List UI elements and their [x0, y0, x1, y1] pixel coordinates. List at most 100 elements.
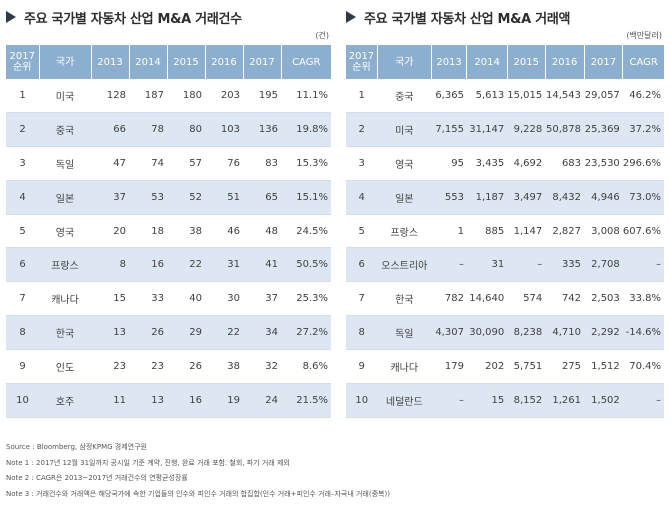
value-cell: 1,147	[507, 214, 546, 249]
header-row: 2017 순위 국가 2013 2014 2015 2016 2017 CAGR	[6, 45, 331, 79]
value-cell: 4,710	[545, 315, 585, 351]
value-cell: 20	[91, 214, 129, 249]
value-cell: 22	[205, 315, 243, 351]
table-row: 3 영국 95 3,435 4,692 683 23,530 296.6%	[346, 146, 664, 181]
value-cell: 38	[167, 214, 205, 249]
deal-count-table: 2017 순위 국가 2013 2014 2015 2016 2017 CAGR 1 미국 128 1…	[6, 45, 331, 418]
rank-cell: 5	[6, 214, 39, 249]
column-header: 2017 순위	[6, 45, 39, 79]
table-title: 주요 국가별 자동차 산업 M&A 거래건수	[24, 11, 242, 27]
value-cell: 48	[243, 214, 281, 249]
value-cell: 73.0%	[622, 180, 664, 215]
value-cell: 7,155	[431, 112, 467, 147]
rank-cell: 9	[346, 349, 378, 385]
value-cell: 1	[431, 214, 467, 249]
table-row: 9 캐나다 179 202 5,751 275 1,512 70.4%	[346, 349, 664, 385]
value-cell: –	[507, 247, 546, 283]
value-cell: 4,946	[584, 180, 623, 215]
country-cell: 한국	[377, 281, 432, 317]
country-cell: 호주	[39, 383, 91, 418]
value-cell: 21.5%	[281, 383, 331, 418]
rank-cell: 10	[346, 383, 378, 418]
value-cell: 136	[243, 112, 281, 147]
value-cell: 103	[205, 112, 243, 147]
value-cell: 11.1%	[281, 79, 331, 113]
value-cell: 5,751	[507, 349, 546, 385]
value-cell: 40	[167, 281, 205, 317]
value-cell: 19.8%	[281, 112, 331, 147]
country-cell: 프랑스	[39, 247, 91, 283]
column-header: CAGR	[280, 45, 331, 79]
country-cell: 일본	[39, 180, 91, 215]
value-cell: 46.2%	[622, 79, 664, 113]
note-2: Note 2 : CAGR은 2013~2017년 거래건수의 연평균성장률	[6, 474, 188, 482]
value-cell: 25,369	[584, 112, 623, 147]
rank-cell: 8	[6, 315, 39, 351]
column-header: 2017 순위	[346, 45, 378, 79]
column-header: 2017	[583, 45, 623, 79]
table-row: 4 일본 37 53 52 51 65 15.1%	[6, 180, 331, 215]
value-cell: 37.2%	[622, 112, 664, 147]
rank-cell: 2	[6, 112, 39, 147]
value-cell: 1,187	[466, 180, 508, 215]
note-3: Note 3 : 거래건수와 거래액은 해당국가에 속한 기업들의 인수와 피인…	[6, 489, 390, 498]
country-cell: 독일	[39, 146, 91, 181]
table-row: 7 한국 782 14,640 574 742 2,503 33.8%	[346, 281, 664, 317]
value-cell: –	[622, 247, 664, 283]
table-row: 9 인도 23 23 26 38 32 8.6%	[6, 349, 331, 385]
value-cell: 51	[205, 180, 243, 215]
value-cell: 38	[205, 349, 243, 385]
value-cell: 296.6%	[622, 146, 664, 181]
value-cell: 742	[545, 281, 585, 317]
column-header: 2014	[466, 45, 508, 79]
table-row: 1 중국 6,365 5,613 15,015 14,543 29,057 46.2%	[346, 79, 664, 113]
value-cell: 29	[167, 315, 205, 351]
value-cell: 31,147	[466, 112, 508, 147]
rank-cell: 7	[6, 281, 39, 317]
source-note: Source : Bloomberg, 삼정KPMG 경제연구원	[6, 443, 147, 451]
value-cell: 52	[167, 180, 205, 215]
value-cell: 33	[129, 281, 167, 317]
table-row: 6 오스트리아 –31–335 2,708–	[346, 247, 664, 283]
table-row: 10 네덜란드 –15 8,152 1,261 1,502–	[346, 383, 664, 418]
value-cell: 8,152	[507, 383, 546, 418]
column-header: 2014	[128, 45, 167, 79]
value-cell: 187	[129, 79, 167, 113]
country-cell: 영국	[39, 214, 91, 249]
value-cell: 782	[431, 281, 467, 317]
rank-cell: 8	[346, 315, 378, 351]
table-row: 6 프랑스 8 16 22 31 41 50.5%	[6, 247, 331, 283]
value-cell: 66	[91, 112, 129, 147]
rank-cell: 5	[346, 214, 378, 249]
value-cell: 78	[129, 112, 167, 147]
value-cell: 31	[466, 247, 508, 283]
value-cell: 9,228	[507, 112, 546, 147]
country-cell: 영국	[377, 146, 432, 181]
value-cell: 65	[243, 180, 281, 215]
country-cell: 중국	[377, 79, 432, 113]
footnotes: Source : Bloomberg, 삼정KPMG 경제연구원 Note 1 …	[6, 440, 390, 502]
value-cell: 2,292	[584, 315, 623, 351]
value-cell: 26	[129, 315, 167, 351]
table-row: 5 프랑스 1 885 1,147 2,827 3,008 607.6%	[346, 214, 664, 249]
value-cell: 32	[243, 349, 281, 385]
value-cell: 15	[466, 383, 508, 418]
column-header: 2017	[242, 45, 281, 79]
value-cell: 4,307	[431, 315, 467, 351]
note-1: Note 1 : 2017년 12월 31일까지 공시일 기준 계약, 진행, …	[6, 458, 290, 467]
country-cell: 프랑스	[377, 214, 432, 249]
value-cell: 57	[167, 146, 205, 181]
value-cell: 275	[545, 349, 585, 385]
value-cell: 15.3%	[281, 146, 331, 181]
value-cell: 8.6%	[281, 349, 331, 385]
value-cell: 13	[91, 315, 129, 351]
header-row: 2017 순위 국가 2013 2014 2015 2016 2017 CAGR	[346, 45, 664, 79]
table-row: 10 호주 11 13 16 19 24 21.5%	[6, 383, 331, 418]
value-cell: 24.5%	[281, 214, 331, 249]
column-header: 국가	[38, 45, 91, 79]
value-cell: 3,497	[507, 180, 546, 215]
country-cell: 중국	[39, 112, 91, 147]
value-cell: 83	[243, 146, 281, 181]
value-cell: 18	[129, 214, 167, 249]
column-header: 2015	[506, 45, 546, 79]
